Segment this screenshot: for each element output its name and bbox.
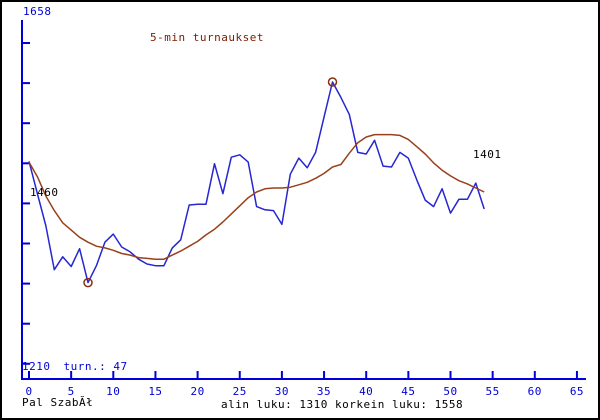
x-tick-label-5: 5: [67, 385, 75, 398]
x-tick-label-65: 65: [569, 385, 585, 398]
moving_average-line: [28, 133, 485, 260]
x-tick-label-10: 10: [106, 385, 121, 398]
x-tick-label-40: 40: [359, 385, 374, 398]
rating-line: [28, 81, 485, 284]
x-tick-label-60: 60: [527, 385, 542, 398]
start-value-label: 1460: [30, 186, 59, 199]
chart-title: 5-min turnaukset: [150, 31, 264, 44]
x-tick-label-20: 20: [190, 385, 205, 398]
x-tick-label-45: 45: [401, 385, 416, 398]
final-value-label: 1401: [473, 148, 502, 161]
x-tick-label-35: 35: [316, 385, 332, 398]
x-tick-label-50: 50: [443, 385, 458, 398]
max-point-marker: [327, 77, 338, 87]
y-axis-max-label: 1658: [23, 5, 52, 18]
x-tick-label-0: 0: [25, 385, 33, 398]
y-axis-min-label: 1210: [22, 360, 51, 373]
x-tick-label-15: 15: [148, 385, 163, 398]
axes: [21, 20, 586, 380]
tournament-count-label: turn.: 47: [63, 360, 128, 373]
x-tick-label-25: 25: [232, 385, 247, 398]
x-tick-label-30: 30: [274, 385, 290, 398]
player-name: Pal SzabĂł: [22, 396, 94, 409]
x-tick-label-55: 55: [485, 385, 500, 398]
min-point-marker: [83, 277, 93, 288]
stats-summary: alin luku: 1310 korkein luku: 1558: [221, 398, 464, 411]
bottom-left-labels: 1210 turn.: 47: [22, 360, 128, 373]
